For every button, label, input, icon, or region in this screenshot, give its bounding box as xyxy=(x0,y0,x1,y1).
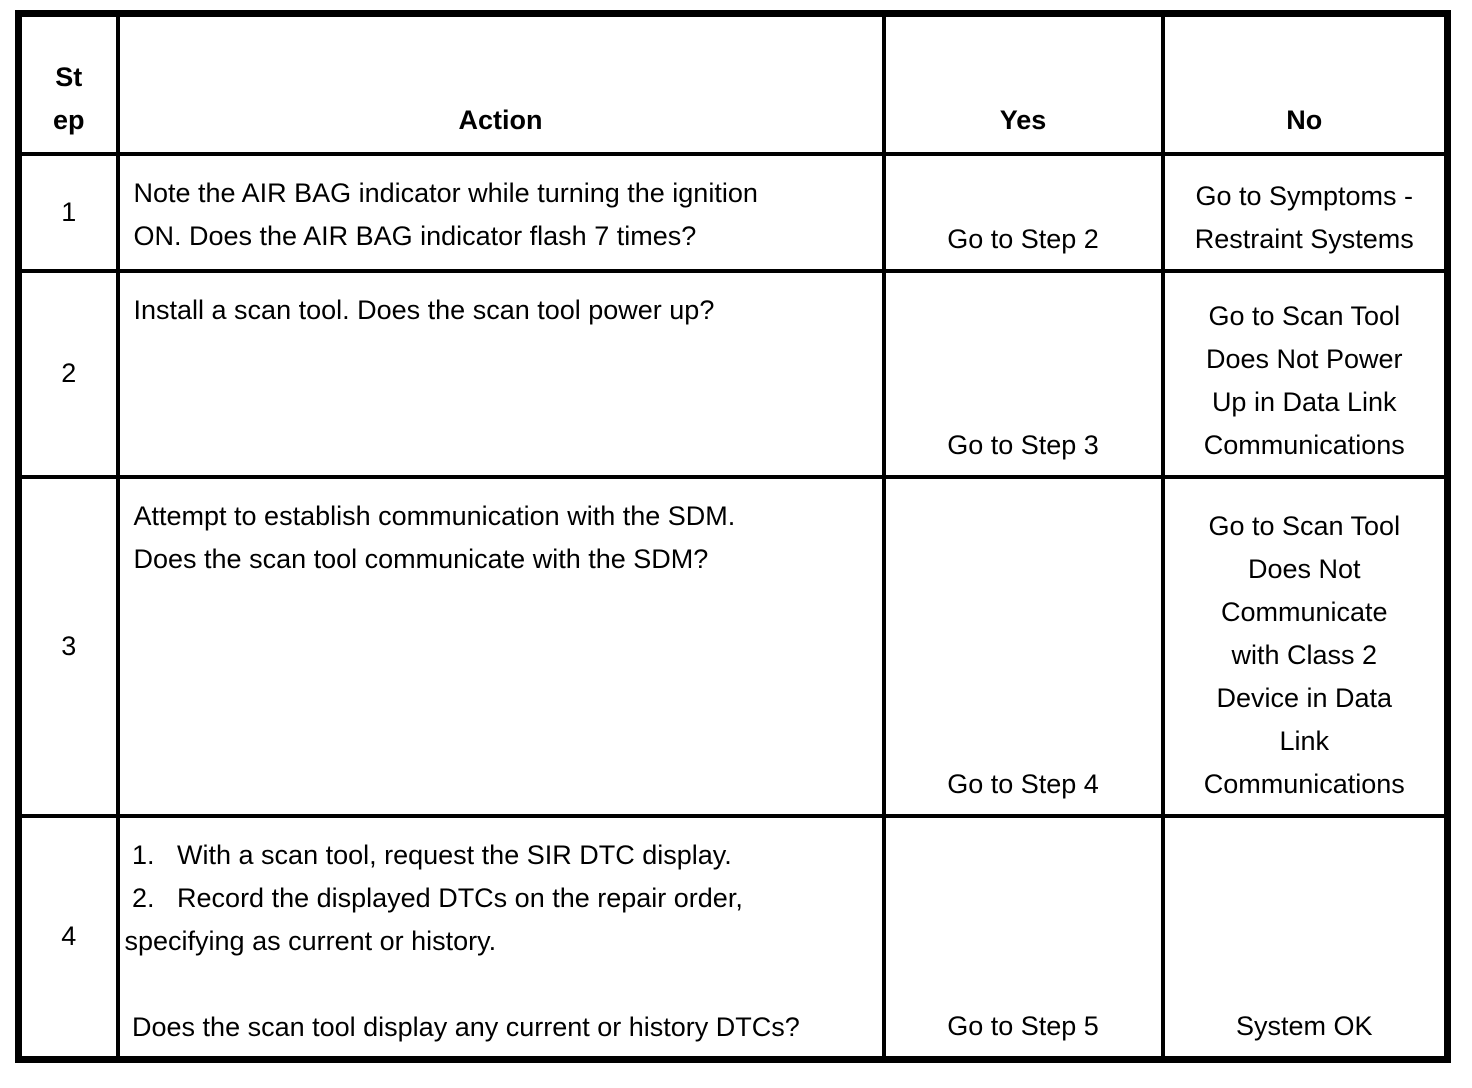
header-row: St ep Action Yes No xyxy=(16,11,1450,156)
table-row-2: 2 Install a scan tool. Does the scan too… xyxy=(16,268,1450,479)
row-4-step-cell: 4 xyxy=(16,813,120,1062)
row-4-yes-cell: Go to Step 5 xyxy=(881,813,1165,1062)
row-2-step-cell: 2 xyxy=(16,268,120,479)
row-1-yes-cell: Go to Step 2 xyxy=(881,151,1165,273)
row-3-step-cell: 3 xyxy=(16,474,120,818)
row-4-no-cell: System OK xyxy=(1160,813,1450,1062)
row-2-no-cell: Go to Scan Tool Does Not Power Up in Dat… xyxy=(1160,268,1450,479)
row-1-action-cell: Note the AIR BAG indicator while turning… xyxy=(115,151,886,273)
row-4-action-cell: 1. With a scan tool, request the SIR DTC… xyxy=(115,813,886,1062)
header-step: St ep xyxy=(16,11,120,156)
table-row-1: 1 Note the AIR BAG indicator while turni… xyxy=(16,151,1450,273)
table-row-3: 3 Attempt to establish communication wit… xyxy=(16,474,1450,818)
header-no: No xyxy=(1160,11,1450,156)
header-action: Action xyxy=(115,11,886,156)
row-1-no-cell: Go to Symptoms - Restraint Systems xyxy=(1160,151,1450,273)
row-3-action-cell: Attempt to establish communication with … xyxy=(115,474,886,818)
row-2-yes-cell: Go to Step 3 xyxy=(881,268,1165,479)
row-3-no-cell: Go to Scan Tool Does Not Communicate wit… xyxy=(1160,474,1450,818)
row-3-yes-cell: Go to Step 4 xyxy=(881,474,1165,818)
diagnostic-table: St ep Action Yes No 1 Note the AIR BAG i… xyxy=(15,10,1451,1063)
header-yes: Yes xyxy=(881,11,1165,156)
table-row-4: 4 1. With a scan tool, request the SIR D… xyxy=(16,813,1450,1062)
row-1-step-cell: 1 xyxy=(16,151,120,273)
row-2-action-cell: Install a scan tool. Does the scan tool … xyxy=(115,268,886,479)
